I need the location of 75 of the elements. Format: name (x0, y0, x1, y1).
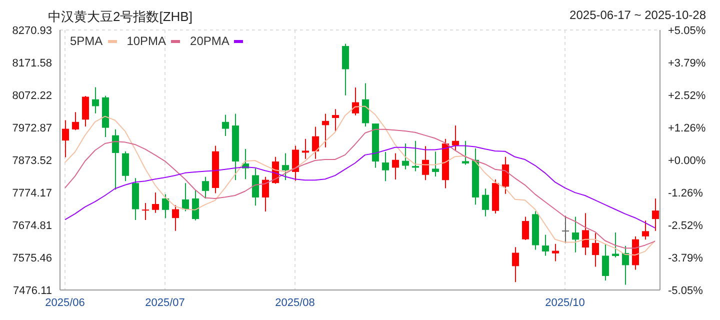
candlestick (592, 232, 599, 268)
y2-tick-label: +1.26% (668, 122, 706, 134)
candlestick (92, 86, 99, 114)
candlestick (282, 152, 289, 181)
candlestick (402, 142, 409, 170)
line-series (64, 128, 656, 249)
candlestick (622, 245, 629, 286)
candlestick (642, 220, 649, 240)
candlestick (362, 82, 369, 127)
candlestick (192, 190, 199, 221)
y-tick-label: 8072.22 (12, 90, 52, 102)
y2-tick-label: +2.52% (668, 90, 706, 102)
y-tick-label: 7476.11 (13, 284, 52, 297)
candlestick (522, 216, 529, 240)
x-tick-label: 2025/08 (275, 296, 315, 309)
y2-tick-label: -1.26% (668, 187, 704, 200)
candlestick (62, 120, 69, 158)
candlestick (502, 156, 509, 194)
candlestick (302, 138, 309, 160)
y-tick-label: 7873.52 (12, 154, 52, 167)
legend-label: 10PMA (126, 34, 168, 48)
candlestick (382, 151, 389, 182)
y-tick-label: 8171.58 (12, 57, 52, 70)
candlestick (122, 150, 129, 182)
candlestick (552, 243, 559, 262)
chart-subtitle: 2025-06-17 ~ 2025-10-28 (570, 8, 706, 22)
candlestick (422, 146, 429, 181)
candlestick (82, 96, 89, 127)
chart-title: 中汉黄大豆2号指数[ZHB] (48, 8, 192, 26)
y2-tick-label: +5.05% (668, 24, 706, 37)
candlestick (322, 113, 329, 148)
candlestick (182, 182, 189, 212)
candlestick (612, 232, 619, 258)
x-tick-label: 2025/06 (45, 296, 85, 309)
candlestick (342, 43, 349, 96)
candlestick (392, 152, 399, 180)
candlestick (72, 112, 79, 131)
candlestick (252, 168, 259, 206)
candlestick (312, 126, 319, 160)
y2-tick-label: -3.79% (668, 252, 704, 264)
candlestick (222, 114, 229, 136)
candlestick (292, 145, 299, 182)
candlestick (572, 216, 579, 253)
y2-tick-label: +3.79% (668, 57, 706, 70)
candlestick (602, 243, 609, 282)
candlestick (462, 140, 469, 166)
candlestick (202, 176, 209, 199)
candlestick (262, 176, 269, 212)
candlestick (432, 151, 439, 178)
candlestick (162, 194, 169, 219)
candlestick (482, 188, 489, 217)
candlestick (172, 204, 179, 232)
y-tick-label: 7972.87 (12, 122, 52, 134)
y2-tick-label: +0.00% (668, 154, 706, 167)
candlestick (542, 234, 549, 256)
y-tick-label: 7774.17 (12, 187, 52, 200)
legend-label: 20PMA (190, 34, 230, 48)
y2-tick-label: -5.05% (668, 284, 704, 297)
candlestick (512, 246, 519, 283)
y-tick-label: 7575.46 (12, 252, 52, 264)
candlestick (152, 192, 159, 214)
legend-label: 5PMA (70, 34, 104, 48)
candlestick (112, 128, 119, 190)
candlestick (142, 202, 149, 221)
y-tick-label: 8270.93 (12, 24, 52, 37)
candlestick (562, 215, 569, 244)
y-tick-label: 7674.81 (12, 220, 52, 232)
x-tick-label: 2025/10 (545, 296, 585, 309)
y2-tick-label: -2.52% (668, 220, 704, 232)
candlestick (452, 124, 459, 151)
candlestick (582, 212, 589, 256)
candlestick (652, 198, 659, 232)
candlestick (332, 108, 339, 132)
candlestick (412, 140, 419, 172)
x-tick-label: 2025/07 (145, 296, 185, 309)
